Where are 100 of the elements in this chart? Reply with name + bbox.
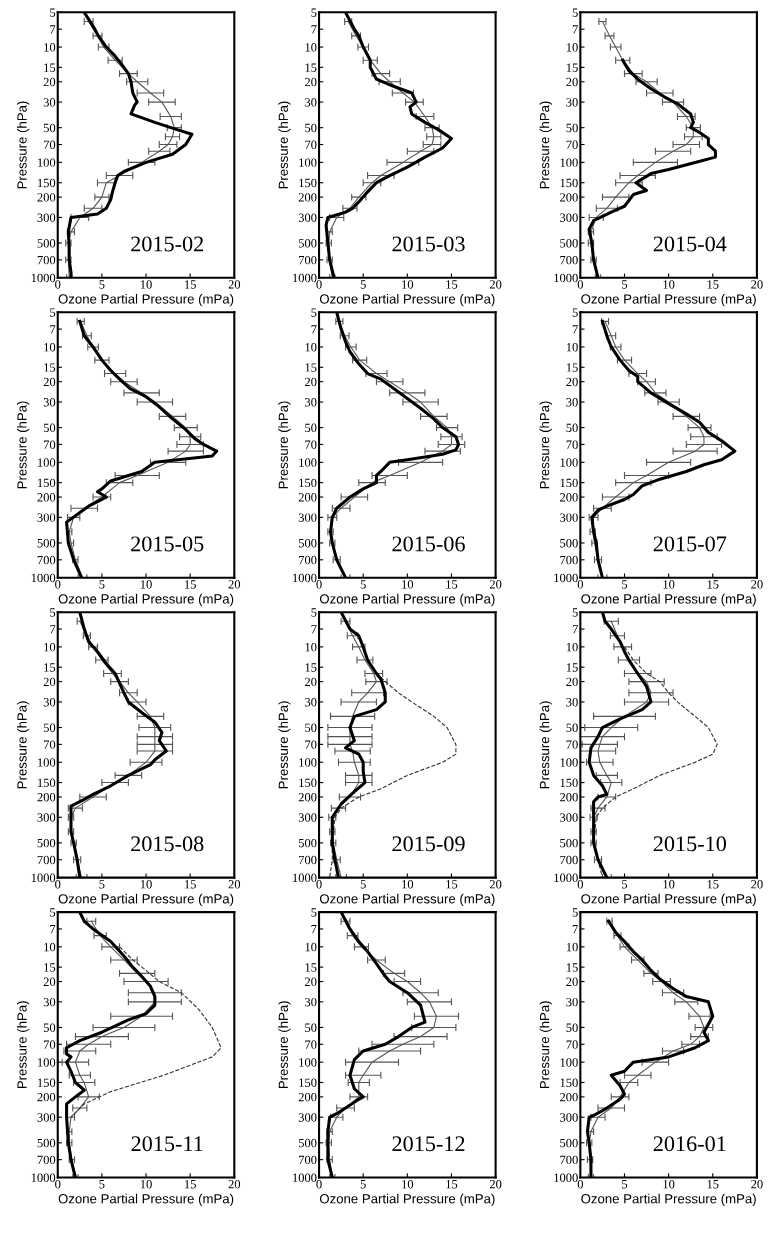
y-tick-label: 5 <box>572 308 578 317</box>
y-tick-label: 7 <box>50 925 56 934</box>
y-tick-label: 70 <box>566 1040 578 1049</box>
y-tick-label: 150 <box>560 178 578 188</box>
y-tick-label: 7 <box>311 325 317 334</box>
x-tick-label: 5 <box>99 880 105 889</box>
y-tick-label: 1000 <box>293 873 317 883</box>
x-tick-label: 10 <box>663 880 675 889</box>
y-tick-label: 150 <box>38 478 56 488</box>
y-tick-label: 10 <box>566 343 578 352</box>
x-tick-label: 20 <box>228 280 241 289</box>
y-tick-label: 5 <box>572 608 578 617</box>
y-axis-title: Pressure (hPa) <box>539 401 552 489</box>
x-axis-title: Ozone Partial Pressure (mPa) <box>581 593 756 607</box>
y-tick-label: 300 <box>560 213 578 222</box>
y-tick-label: 200 <box>560 193 578 202</box>
y-tick-label: 300 <box>37 213 56 222</box>
y-tick-label: 15 <box>305 663 317 672</box>
y-tick-label: 15 <box>566 363 578 372</box>
y-tick-label: 700 <box>37 255 56 265</box>
x-tick-label: 5 <box>99 580 105 589</box>
y-tick-label: 7 <box>311 925 317 934</box>
annotation: 2016-01 <box>653 1136 726 1152</box>
y-tick-label: 500 <box>298 838 317 848</box>
y-tick-label: 70 <box>43 1040 56 1049</box>
annotation: 2015-03 <box>392 236 465 252</box>
x-tick-label: 5 <box>360 880 366 889</box>
y-tick-label: 1000 <box>31 873 56 883</box>
y-tick-label: 150 <box>38 1078 56 1087</box>
y-tick-label: 50 <box>566 1023 578 1032</box>
y-tick-label: 20 <box>566 977 578 986</box>
y-tick-label: 300 <box>298 813 317 822</box>
y-axis-title: Pressure (hPa) <box>278 701 291 789</box>
y-tick-label: 10 <box>305 642 317 652</box>
y-tick-label: 200 <box>37 493 56 502</box>
y-tick-label: 20 <box>305 977 317 986</box>
y-tick-label: 70 <box>566 140 578 149</box>
x-axis-title: Ozone Partial Pressure (mPa) <box>58 593 234 607</box>
x-tick-label: 10 <box>402 580 414 589</box>
y-tick-label: 30 <box>566 697 578 707</box>
y-tick-label: 150 <box>38 778 56 788</box>
y-tick-label: 5 <box>311 608 317 617</box>
y-tick-label: 150 <box>299 1078 317 1087</box>
y-tick-label: 1000 <box>31 573 56 583</box>
y-tick-label: 700 <box>299 255 317 265</box>
y-axis-title: Pressure (hPa) <box>278 401 291 489</box>
y-tick-label: 7 <box>311 625 317 634</box>
y-tick-label: 1000 <box>554 1173 578 1182</box>
y-tick-label: 30 <box>566 398 578 407</box>
y-tick-label: 700 <box>299 855 317 865</box>
y-tick-label: 100 <box>560 458 578 467</box>
x-tick-label: 15 <box>446 880 458 889</box>
x-tick-label: 20 <box>751 580 763 589</box>
x-tick-label: 20 <box>228 880 241 889</box>
y-tick-label: 1000 <box>554 273 578 283</box>
y-tick-label: 200 <box>37 1092 56 1102</box>
x-tick-label: 0 <box>55 280 61 289</box>
y-tick-label: 10 <box>44 642 56 652</box>
y-tick-label: 30 <box>305 697 317 707</box>
y-tick-label: 20 <box>566 377 578 387</box>
y-axis-title: Pressure (hPa) <box>16 101 30 189</box>
x-tick-label: 0 <box>55 580 61 589</box>
y-tick-label: 100 <box>299 1058 317 1067</box>
y-tick-label: 300 <box>37 813 56 822</box>
y-tick-label: 50 <box>305 723 317 732</box>
y-tick-label: 70 <box>305 1040 317 1049</box>
x-tick-label: 15 <box>707 1180 719 1189</box>
x-tick-label: 20 <box>228 580 241 589</box>
x-tick-label: 15 <box>707 880 719 889</box>
y-tick-label: 7 <box>572 625 578 634</box>
x-tick-label: 20 <box>228 1179 241 1189</box>
x-axis-title: Ozone Partial Pressure (mPa) <box>581 293 756 307</box>
annotation: 2015-12 <box>392 1136 465 1152</box>
x-tick-label: 15 <box>446 580 458 589</box>
y-tick-label: 200 <box>37 193 56 202</box>
x-tick-label: 10 <box>663 1179 675 1189</box>
y-tick-label: 50 <box>566 723 578 732</box>
annotation: 2015-08 <box>131 836 204 852</box>
y-tick-label: 7 <box>50 25 56 34</box>
x-tick-label: 15 <box>446 280 458 289</box>
y-tick-label: 5 <box>311 908 317 917</box>
y-tick-label: 15 <box>566 63 578 72</box>
y-tick-label: 10 <box>305 43 317 52</box>
y-axis-title: Pressure (hPa) <box>16 701 30 789</box>
y-tick-label: 5 <box>572 8 578 17</box>
y-tick-label: 5 <box>311 8 317 17</box>
y-tick-label: 70 <box>566 440 578 449</box>
y-tick-label: 20 <box>43 377 56 387</box>
y-tick-label: 100 <box>560 758 578 767</box>
y-tick-label: 300 <box>560 513 578 522</box>
y-tick-label: 5 <box>311 308 317 317</box>
y-tick-label: 20 <box>305 77 317 87</box>
y-tick-label: 100 <box>560 158 578 167</box>
x-axis-title: Ozone Partial Pressure (mPa) <box>58 293 234 307</box>
y-tick-label: 500 <box>298 1138 317 1148</box>
y-tick-label: 500 <box>298 538 317 548</box>
y-tick-label: 150 <box>560 778 578 788</box>
x-tick-label: 5 <box>622 280 628 289</box>
y-tick-label: 700 <box>299 555 317 565</box>
y-tick-label: 500 <box>298 239 317 248</box>
